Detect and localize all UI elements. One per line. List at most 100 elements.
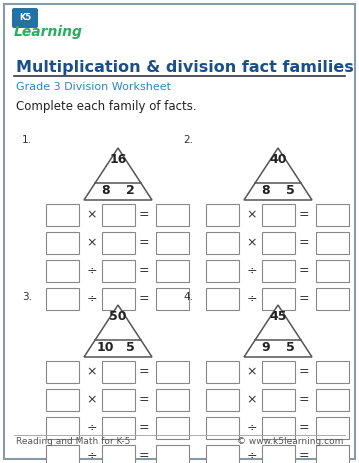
Text: 5: 5	[126, 341, 135, 354]
Bar	[261, 288, 294, 310]
Bar	[102, 417, 135, 439]
Bar	[316, 417, 349, 439]
FancyBboxPatch shape	[4, 4, 355, 459]
Text: 45: 45	[269, 310, 287, 323]
Text: ×: ×	[247, 394, 257, 407]
Text: ×: ×	[247, 208, 257, 221]
Bar	[46, 389, 79, 411]
Bar	[261, 361, 294, 383]
Text: Multiplication & division fact families: Multiplication & division fact families	[16, 60, 354, 75]
Bar	[102, 260, 135, 282]
Bar	[205, 361, 238, 383]
Bar	[316, 389, 349, 411]
Text: ÷: ÷	[87, 421, 97, 434]
Text: Grade 3 Division Worksheet: Grade 3 Division Worksheet	[16, 82, 171, 92]
Text: =: =	[299, 208, 309, 221]
Text: ×: ×	[87, 394, 97, 407]
Bar	[155, 204, 188, 226]
Bar	[205, 445, 238, 463]
Bar	[316, 361, 349, 383]
Bar	[261, 260, 294, 282]
Bar	[316, 445, 349, 463]
Text: ÷: ÷	[87, 264, 97, 277]
Text: =: =	[139, 237, 149, 250]
Text: 40: 40	[269, 153, 287, 166]
Text: ×: ×	[247, 237, 257, 250]
Text: ×: ×	[247, 365, 257, 378]
Bar	[46, 445, 79, 463]
Text: ÷: ÷	[247, 450, 257, 463]
Text: ÷: ÷	[247, 421, 257, 434]
Text: ×: ×	[87, 365, 97, 378]
Text: 8: 8	[261, 184, 270, 197]
Text: 2.: 2.	[183, 135, 193, 145]
Bar	[261, 204, 294, 226]
Bar	[102, 232, 135, 254]
Text: 50: 50	[109, 310, 127, 323]
Bar	[205, 232, 238, 254]
Bar	[261, 389, 294, 411]
Text: 5: 5	[286, 341, 295, 354]
Text: =: =	[139, 394, 149, 407]
Text: Reading and Math for K-5: Reading and Math for K-5	[16, 437, 130, 445]
Text: =: =	[299, 365, 309, 378]
Text: 5: 5	[286, 184, 295, 197]
Polygon shape	[244, 148, 312, 200]
Text: 16: 16	[109, 153, 127, 166]
Bar	[205, 389, 238, 411]
Bar	[205, 204, 238, 226]
Bar	[261, 232, 294, 254]
Text: 9: 9	[261, 341, 270, 354]
Text: ×: ×	[87, 237, 97, 250]
Text: =: =	[139, 365, 149, 378]
Bar	[155, 260, 188, 282]
Bar	[205, 260, 238, 282]
Text: =: =	[139, 264, 149, 277]
Text: =: =	[299, 237, 309, 250]
Text: K5: K5	[19, 13, 31, 23]
Text: =: =	[299, 421, 309, 434]
Text: 2: 2	[126, 184, 135, 197]
Polygon shape	[84, 148, 152, 200]
Text: =: =	[299, 264, 309, 277]
Bar	[316, 232, 349, 254]
Bar	[102, 204, 135, 226]
Text: =: =	[139, 293, 149, 306]
Text: 4.: 4.	[183, 292, 193, 302]
Bar	[46, 204, 79, 226]
Bar	[46, 361, 79, 383]
Bar	[261, 445, 294, 463]
Text: Learning: Learning	[14, 25, 83, 39]
Text: Complete each family of facts.: Complete each family of facts.	[16, 100, 197, 113]
Text: 10: 10	[97, 341, 115, 354]
Bar	[316, 260, 349, 282]
Bar	[155, 445, 188, 463]
Bar	[46, 417, 79, 439]
Text: ×: ×	[87, 208, 97, 221]
Text: =: =	[139, 450, 149, 463]
Bar	[155, 232, 188, 254]
Text: © www.k5learning.com: © www.k5learning.com	[237, 437, 343, 445]
Text: =: =	[299, 450, 309, 463]
Bar	[102, 445, 135, 463]
Text: ÷: ÷	[87, 450, 97, 463]
Bar	[155, 389, 188, 411]
Text: =: =	[139, 208, 149, 221]
Bar	[102, 389, 135, 411]
Polygon shape	[84, 305, 152, 357]
Text: =: =	[139, 421, 149, 434]
Text: 1.: 1.	[22, 135, 32, 145]
Bar	[205, 288, 238, 310]
Bar	[316, 204, 349, 226]
FancyBboxPatch shape	[12, 8, 38, 28]
Bar	[46, 260, 79, 282]
Bar	[261, 417, 294, 439]
Text: =: =	[299, 293, 309, 306]
Bar	[155, 361, 188, 383]
Bar	[316, 288, 349, 310]
Text: ÷: ÷	[247, 264, 257, 277]
Bar	[205, 417, 238, 439]
Text: 3.: 3.	[22, 292, 32, 302]
Text: ÷: ÷	[87, 293, 97, 306]
Bar	[46, 288, 79, 310]
